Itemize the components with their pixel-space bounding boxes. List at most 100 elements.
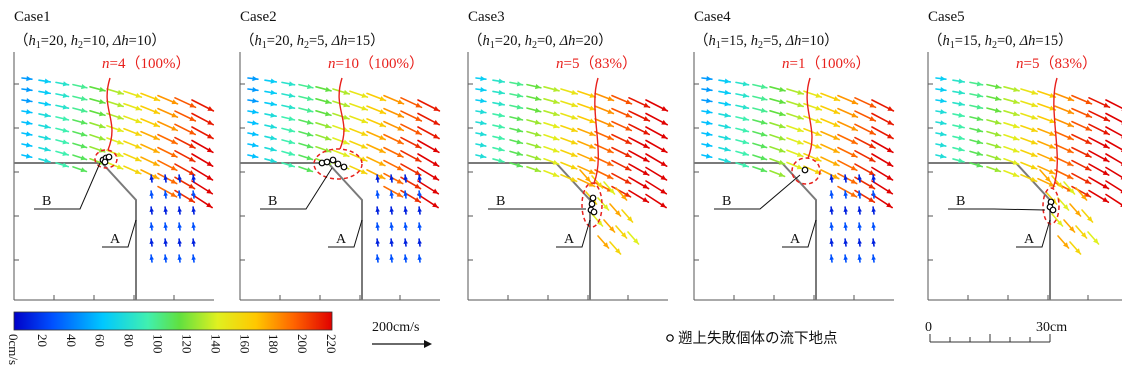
vector-head — [134, 169, 141, 174]
colorbar-tick-label: 100 — [151, 334, 166, 354]
vector-head — [871, 239, 876, 244]
vector-head — [80, 131, 87, 137]
vector-head — [829, 175, 834, 180]
vector-head — [958, 157, 965, 164]
vector-head — [589, 143, 596, 149]
vector-head — [760, 167, 767, 173]
vector-head — [570, 164, 577, 170]
vector-head — [796, 164, 803, 170]
vector-head — [553, 99, 560, 105]
vector-head — [403, 239, 408, 244]
vector-head — [829, 239, 834, 244]
annotation-leader — [106, 77, 113, 151]
vector-head — [117, 114, 124, 120]
colorbar-tick-label: 180 — [266, 334, 281, 354]
vector-head — [207, 133, 214, 139]
fish-drift-marker — [101, 158, 109, 166]
vector-head — [389, 191, 394, 196]
vector-head — [552, 147, 559, 153]
vector-head — [976, 92, 983, 98]
vector-head — [1030, 176, 1037, 182]
vector-head — [375, 255, 380, 260]
vector-head — [171, 112, 178, 118]
vector-head — [1085, 99, 1092, 105]
vector-head — [660, 174, 667, 180]
vector-head — [706, 75, 712, 82]
colorbar-tick-label: 40 — [64, 334, 79, 347]
vector-head — [135, 131, 142, 136]
vector-head — [1030, 139, 1037, 145]
vector-head — [116, 139, 123, 145]
annotation-leader — [1052, 77, 1059, 189]
vector-head — [62, 162, 69, 168]
vector-head — [633, 238, 639, 245]
vector-head — [585, 176, 591, 183]
vector-head — [480, 120, 486, 126]
vector-head — [778, 123, 785, 129]
vector-head — [939, 142, 946, 148]
case-conditions: （h1=20, h2=0, Δh=20） — [468, 32, 613, 51]
vector-head — [958, 135, 965, 141]
vector-head — [621, 194, 627, 201]
vector-head — [534, 107, 541, 113]
vector-head — [857, 191, 862, 196]
vector-head — [534, 167, 541, 173]
vector-head — [857, 207, 862, 212]
vector-head — [570, 139, 577, 145]
vector-head — [252, 98, 258, 104]
velocity-vector — [1105, 166, 1122, 179]
vector-head — [607, 109, 614, 114]
scale-bar-start: 0 — [925, 320, 932, 335]
vector-head — [480, 109, 486, 115]
vector-head — [498, 146, 505, 152]
fish-drift-marker — [334, 160, 342, 168]
vector-field — [701, 75, 895, 263]
vector-head — [80, 107, 87, 113]
label-a-leader — [328, 219, 363, 248]
vector-head — [887, 133, 894, 139]
vector-head — [643, 116, 650, 121]
case-panel: Case2 （h1=20, h2=5, Δh=15） n=10（100%） B A — [239, 9, 441, 301]
vector-head — [742, 162, 749, 168]
vector-head — [80, 143, 87, 149]
vector-head — [760, 143, 767, 149]
vector-head — [603, 204, 609, 211]
vector-head — [994, 119, 1001, 125]
vector-head — [152, 173, 159, 179]
vector-head — [778, 159, 785, 165]
point-label-a: A — [790, 232, 801, 247]
vector-head — [149, 239, 154, 244]
vector-head — [976, 116, 983, 122]
vector-head — [760, 84, 767, 90]
point-label-b: B — [268, 194, 277, 209]
vector-head — [1031, 102, 1038, 108]
vector-head — [871, 175, 876, 180]
velocity-vector — [1105, 153, 1122, 165]
vector-head — [414, 156, 421, 162]
vector-head — [189, 129, 196, 135]
vector-head — [624, 191, 631, 197]
vector-head — [624, 152, 631, 158]
vector-head — [832, 173, 839, 179]
vector-head — [976, 81, 983, 87]
vector-head — [189, 143, 196, 148]
vector-head — [403, 223, 408, 228]
vector-head — [498, 157, 505, 164]
vector-head — [252, 87, 258, 93]
vector-head — [1067, 96, 1074, 101]
vector-head — [44, 157, 51, 164]
vector-head — [760, 119, 767, 125]
vector-head — [163, 223, 168, 228]
vector-head — [270, 101, 277, 107]
vector-head — [706, 98, 712, 104]
colorbar-tick-label: 0cm/s — [6, 334, 21, 365]
colorbar-tick-label: 60 — [93, 334, 108, 347]
vector-head — [325, 111, 331, 117]
vector-head — [1084, 152, 1091, 158]
vector-head — [871, 207, 876, 212]
vector-head — [191, 239, 196, 244]
vector-head — [724, 89, 731, 96]
vector-head — [940, 131, 946, 137]
vector-head — [62, 116, 69, 122]
